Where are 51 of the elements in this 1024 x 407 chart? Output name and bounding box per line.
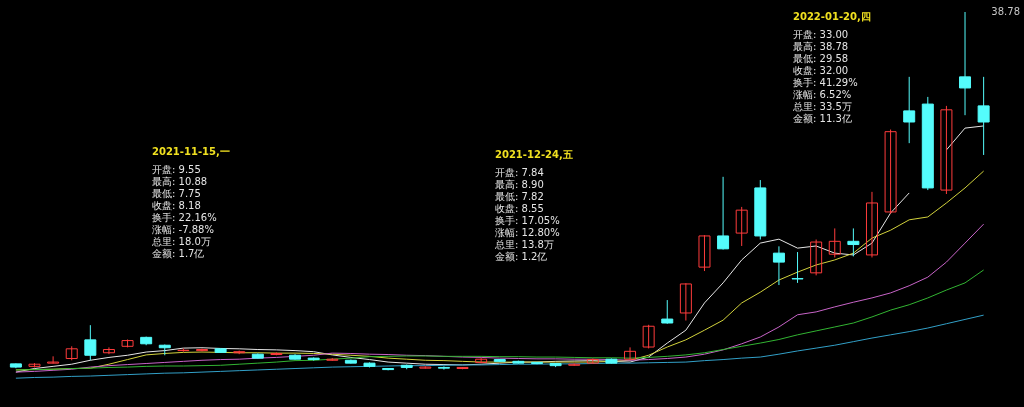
annotation: 总里: 33.5万	[792, 101, 852, 112]
candlestick	[437, 365, 450, 371]
annotation: 金额: 1.7亿	[152, 248, 205, 259]
candlestick	[698, 234, 711, 272]
candlestick	[810, 239, 823, 276]
annotation: 收盘: 32.00	[793, 65, 849, 76]
annotation: 涨幅: 6.52%	[793, 89, 852, 100]
candlestick	[772, 245, 785, 286]
annotation: 最低: 7.75	[152, 188, 201, 199]
annotation: 2022-01-20,四	[793, 11, 871, 22]
candlestick	[679, 282, 692, 321]
annotation: 开盘: 33.00	[793, 29, 849, 40]
annotation: 最高: 10.88	[152, 176, 208, 187]
annotation: 换手: 22.16%	[152, 212, 217, 223]
annotation: 最低: 7.82	[495, 191, 544, 202]
annotation: 开盘: 7.84	[495, 167, 544, 178]
candlestick	[865, 191, 878, 258]
annotation: 金额: 1.2亿	[495, 251, 548, 262]
candlestick	[940, 105, 953, 195]
candlestick	[102, 346, 115, 355]
annotation: 收盘: 8.55	[495, 203, 544, 214]
candlestick	[642, 324, 655, 349]
candlestick	[828, 227, 841, 258]
annotation: 2021-11-15,一	[152, 146, 230, 157]
candlestick	[624, 346, 637, 361]
annotation: 开盘: 9.55	[152, 164, 201, 175]
candlestick	[84, 324, 97, 361]
candlestick	[47, 355, 60, 364]
candlestick	[661, 299, 674, 325]
candlestick	[177, 347, 190, 353]
annotation: 金额: 11.3亿	[793, 113, 852, 124]
candlestick	[847, 227, 860, 257]
candlestick	[791, 251, 804, 284]
annotation: 换手: 41.29%	[793, 77, 858, 88]
annotation: 2021-12-24,五	[495, 149, 573, 160]
annotation: 最高: 8.90	[495, 179, 544, 190]
annotation: 38.78	[991, 6, 1020, 17]
annotation: 最低: 29.58	[793, 53, 849, 64]
annotation: 总里: 13.8万	[494, 239, 554, 250]
candlestick	[977, 76, 990, 156]
candlestick	[735, 206, 748, 247]
annotation: 换手: 17.05%	[495, 215, 560, 226]
annotation: 涨幅: 12.80%	[495, 227, 560, 238]
candlestick	[717, 176, 730, 251]
candlestick	[884, 129, 897, 215]
annotation: 涨幅: -7.88%	[152, 224, 214, 235]
annotation: 收盘: 8.18	[152, 200, 201, 211]
candlestick	[959, 11, 972, 116]
annotation: 总里: 18.0万	[151, 236, 211, 247]
annotation: 最高: 38.78	[793, 41, 849, 52]
candlestick	[903, 76, 916, 144]
